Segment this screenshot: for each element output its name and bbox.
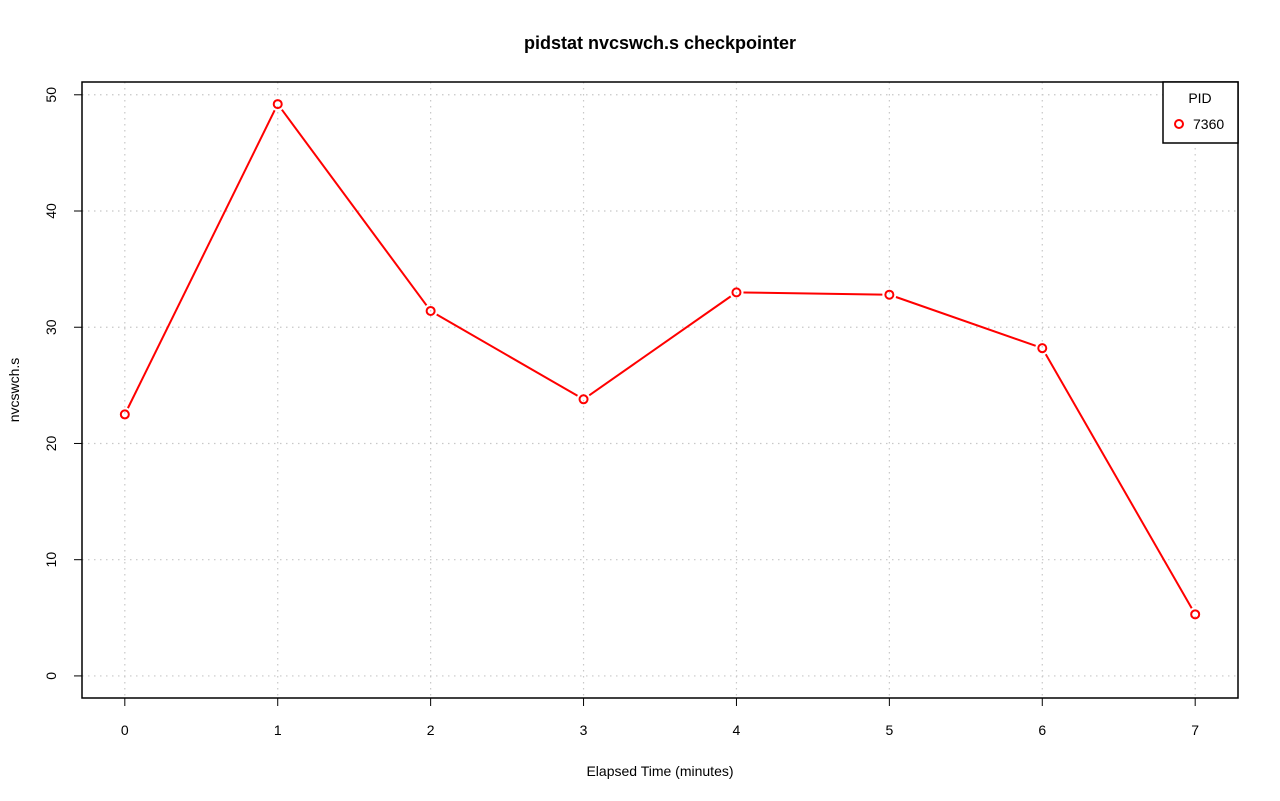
series-7360-point-0 [119,409,130,420]
series-7360-point-6 [1037,343,1048,354]
chart-title: pidstat nvcswch.s checkpointer [524,33,796,53]
y-axis: 0 10 20 30 40 50 [43,87,83,680]
x-tick-label-7: 7 [1191,722,1199,738]
x-tick-label-1: 1 [274,722,282,738]
series-7360-point-1 [272,99,283,110]
y-tick-label-0: 0 [43,672,59,680]
series-7360-segment-1 [281,109,428,306]
series-7360-segment-6 [1044,353,1193,609]
x-tick-label-5: 5 [885,722,893,738]
y-axis-label: nvcswch.s [6,358,22,423]
series-7360-point-7 [1190,609,1201,620]
y-tick-label-1: 10 [43,552,59,568]
series-7360-segment-3 [588,295,732,397]
plot-frame [81,81,1239,699]
series-7360-point-3 [578,394,589,405]
legend-item-7360: 7360 [1193,116,1224,132]
x-tick-label-2: 2 [427,722,435,738]
grid [82,82,1238,698]
x-tick-label-0: 0 [121,722,129,738]
y-tick-label-3: 30 [43,319,59,335]
series-7360-point-5 [884,289,895,300]
series-7360-segment-2 [436,313,578,397]
y-tick-label-5: 50 [43,87,59,103]
series-layer [119,99,1201,620]
legend-marker-7360 [1174,119,1184,129]
y-tick-label-2: 20 [43,435,59,451]
series-7360-segment-5 [895,296,1036,347]
legend-box [1162,81,1239,144]
y-tick-label-4: 40 [43,203,59,219]
x-axis: 0 1 2 3 4 5 6 7 [121,697,1199,738]
x-tick-label-4: 4 [733,722,741,738]
x-tick-label-6: 6 [1038,722,1046,738]
x-tick-label-3: 3 [580,722,588,738]
series-7360-point-2 [425,305,436,316]
series-7360-segment-0 [127,109,276,409]
series-7360-point-4 [731,287,742,298]
legend: PID 7360 [1162,81,1239,144]
legend-title: PID [1188,90,1211,106]
series-7360-segment-4 [743,291,883,296]
x-axis-label: Elapsed Time (minutes) [586,763,733,779]
